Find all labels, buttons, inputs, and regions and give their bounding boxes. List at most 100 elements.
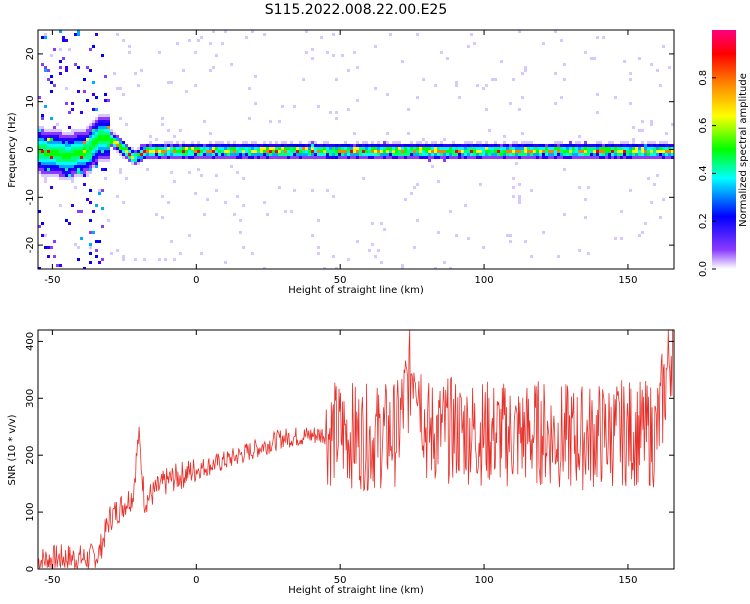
heatmap-cell xyxy=(68,111,71,114)
heatmap-cell xyxy=(434,84,437,87)
heatmap-cell xyxy=(308,156,311,159)
heatmap-cell xyxy=(290,156,293,159)
heatmap-cell xyxy=(74,63,77,66)
heatmap-cell xyxy=(71,138,74,141)
spectrogram-x-tick-label: 50 xyxy=(334,275,347,286)
heatmap-cell xyxy=(668,147,671,150)
heatmap-cell xyxy=(368,150,371,153)
heatmap-cell xyxy=(239,156,242,159)
heatmap-cell xyxy=(209,141,212,144)
heatmap-cell xyxy=(593,153,596,156)
heatmap-cell xyxy=(278,147,281,150)
heatmap-cell xyxy=(71,135,74,138)
heatmap-cell xyxy=(47,171,50,174)
heatmap-cell xyxy=(581,150,584,153)
heatmap-cell xyxy=(38,135,41,138)
heatmap-cell xyxy=(545,147,548,150)
heatmap-cell xyxy=(101,120,104,123)
heatmap-cell xyxy=(104,120,107,123)
heatmap-cell xyxy=(365,141,368,144)
heatmap-cell xyxy=(140,153,143,156)
heatmap-cell xyxy=(518,183,521,186)
heatmap-cell xyxy=(275,144,278,147)
heatmap-cell xyxy=(638,57,641,60)
heatmap-cell xyxy=(41,141,44,144)
heatmap-cell xyxy=(68,135,71,138)
snr-x-axis-label: Height of straight line (km) xyxy=(288,585,424,596)
heatmap-cell xyxy=(665,144,668,147)
heatmap-cell xyxy=(146,153,149,156)
heatmap-cell xyxy=(356,99,359,102)
heatmap-cell xyxy=(161,123,164,126)
heatmap-cell xyxy=(479,147,482,150)
heatmap-cell xyxy=(89,135,92,138)
heatmap-cell xyxy=(647,141,650,144)
heatmap-cell xyxy=(512,78,515,81)
heatmap-cell xyxy=(392,156,395,159)
heatmap-cell xyxy=(101,258,104,261)
heatmap-cell xyxy=(347,153,350,156)
heatmap-cell xyxy=(392,150,395,153)
heatmap-cell xyxy=(122,144,125,147)
heatmap-cell xyxy=(65,153,68,156)
heatmap-cell xyxy=(491,153,494,156)
heatmap-cell xyxy=(635,156,638,159)
spectrogram-x-tick-label: 0 xyxy=(193,275,199,286)
heatmap-cell xyxy=(137,150,140,153)
heatmap-cell xyxy=(47,69,50,72)
heatmap-cell xyxy=(647,150,650,153)
heatmap-cell xyxy=(641,144,644,147)
heatmap-cell xyxy=(107,219,110,222)
heatmap-cell xyxy=(56,132,59,135)
heatmap-cell xyxy=(227,150,230,153)
heatmap-cell xyxy=(452,147,455,150)
heatmap-cell xyxy=(635,150,638,153)
heatmap-cell xyxy=(302,78,305,81)
heatmap-cell xyxy=(392,153,395,156)
heatmap-cell xyxy=(50,54,53,57)
heatmap-cell xyxy=(581,147,584,150)
heatmap-cell xyxy=(89,150,92,153)
heatmap-cell xyxy=(620,141,623,144)
heatmap-cell xyxy=(278,186,281,189)
heatmap-cell xyxy=(620,210,623,213)
heatmap-cell xyxy=(254,141,257,144)
heatmap-cell xyxy=(107,141,110,144)
heatmap-cell xyxy=(554,141,557,144)
heatmap-cell xyxy=(206,147,209,150)
heatmap-cell xyxy=(71,147,74,150)
heatmap-cell xyxy=(62,168,65,171)
heatmap-cell xyxy=(125,123,128,126)
heatmap-cell xyxy=(476,141,479,144)
heatmap-cell xyxy=(422,147,425,150)
heatmap-cell xyxy=(71,168,74,171)
heatmap-cell xyxy=(92,45,95,48)
heatmap-cell xyxy=(440,156,443,159)
snr-x-ticks: -50 0 50 100 150 xyxy=(44,330,638,586)
heatmap-cell xyxy=(668,150,671,153)
heatmap-cell xyxy=(479,183,482,186)
heatmap-cell xyxy=(194,84,197,87)
heatmap-cell xyxy=(86,156,89,159)
heatmap-cell xyxy=(530,141,533,144)
heatmap-cell xyxy=(86,99,89,102)
heatmap-cell xyxy=(86,198,89,201)
heatmap-cell xyxy=(236,150,239,153)
heatmap-cell xyxy=(515,150,518,153)
heatmap-cell xyxy=(554,30,557,33)
heatmap-cell xyxy=(527,141,530,144)
heatmap-cell xyxy=(584,51,587,54)
heatmap-cell xyxy=(596,153,599,156)
heatmap-cell xyxy=(38,225,41,228)
heatmap-cell xyxy=(206,144,209,147)
heatmap-cell xyxy=(194,150,197,153)
heatmap-cell xyxy=(578,249,581,252)
heatmap-cell xyxy=(656,69,659,72)
heatmap-cell xyxy=(80,174,83,177)
heatmap-cell xyxy=(224,150,227,153)
heatmap-cell xyxy=(464,153,467,156)
heatmap-cell xyxy=(323,141,326,144)
heatmap-cell xyxy=(515,153,518,156)
